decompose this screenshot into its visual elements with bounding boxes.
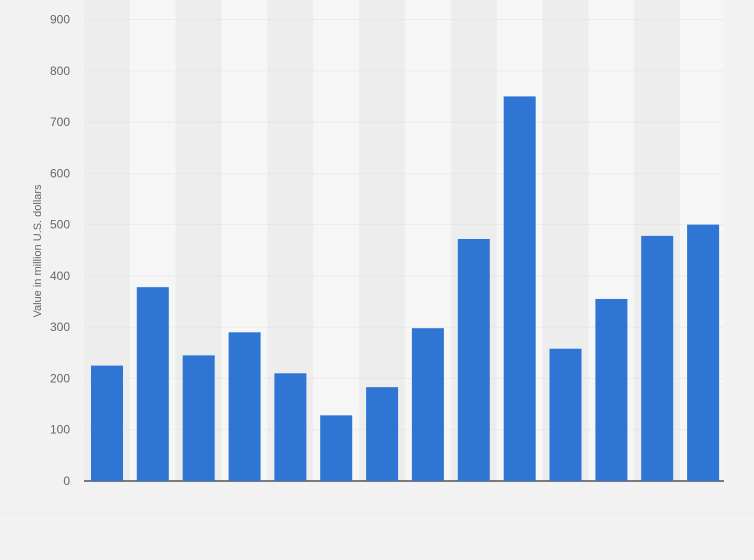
svg-text:800: 800 <box>50 64 70 78</box>
svg-text:600: 600 <box>50 166 70 180</box>
svg-text:900: 900 <box>50 13 70 27</box>
svg-text:0: 0 <box>63 474 70 488</box>
svg-text:500: 500 <box>50 218 70 232</box>
svg-text:400: 400 <box>50 269 70 283</box>
svg-text:700: 700 <box>50 115 70 129</box>
svg-text:300: 300 <box>50 320 70 334</box>
svg-text:Value in million U.S. dollars: Value in million U.S. dollars <box>32 184 44 318</box>
svg-text:100: 100 <box>50 423 70 437</box>
svg-text:200: 200 <box>50 371 70 385</box>
